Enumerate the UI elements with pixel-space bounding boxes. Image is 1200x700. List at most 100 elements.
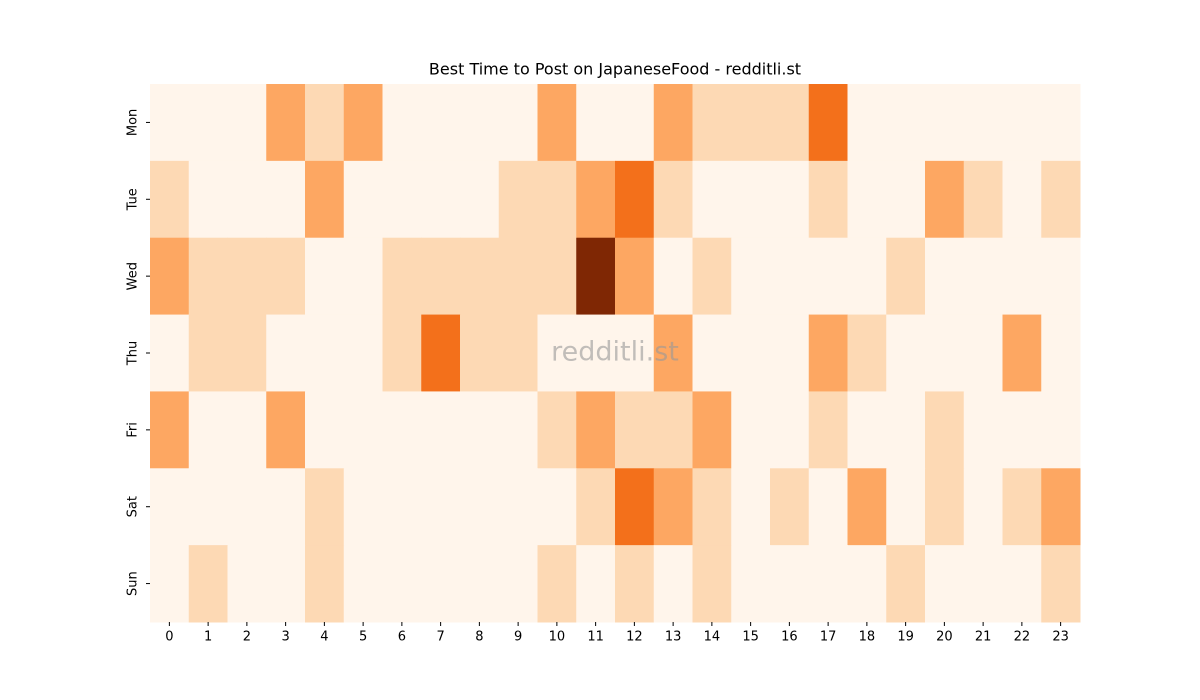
heat-cell <box>305 160 345 239</box>
heat-cell <box>692 468 732 546</box>
x-tick-label: 1 <box>204 630 212 645</box>
heat-cell <box>847 545 887 623</box>
heat-cell <box>886 545 926 623</box>
heat-cell <box>692 160 732 239</box>
heat-cell <box>305 237 345 316</box>
heat-cell <box>305 314 345 392</box>
heat-cell <box>653 84 693 162</box>
heat-cell <box>615 468 655 546</box>
heat-cell <box>963 545 1003 623</box>
heat-cell <box>731 468 771 546</box>
heat-cell <box>615 237 655 316</box>
heat-cell <box>770 160 810 239</box>
y-tick-label: Tue <box>126 188 141 211</box>
heat-cell <box>615 545 655 623</box>
heat-cell <box>460 545 500 623</box>
heat-cell <box>460 314 500 392</box>
heat-cell <box>305 84 345 162</box>
y-tick-label: Sat <box>126 496 141 517</box>
heat-cell <box>692 545 732 623</box>
heat-cell <box>343 237 383 316</box>
heat-cell <box>421 160 461 239</box>
heat-cell <box>692 84 732 162</box>
heat-cell <box>421 391 461 469</box>
x-tick-label: 19 <box>897 630 914 645</box>
x-tick-label: 0 <box>165 630 173 645</box>
heat-cell <box>925 391 965 469</box>
heat-cell <box>150 391 190 469</box>
x-tick-label: 10 <box>549 630 566 645</box>
heat-cell <box>343 468 383 546</box>
heat-cell <box>150 237 190 316</box>
heat-cell <box>343 314 383 392</box>
heat-cell <box>266 468 306 546</box>
heat-cell <box>808 468 848 546</box>
heat-cell <box>188 160 228 239</box>
heat-cell <box>1002 84 1042 162</box>
y-tick-label: Mon <box>126 109 141 136</box>
heat-cell <box>305 545 345 623</box>
heat-cell <box>150 545 190 623</box>
heat-cell <box>886 391 926 469</box>
heat-cell <box>692 314 732 392</box>
x-tick-label: 11 <box>587 630 604 645</box>
heat-cell <box>770 314 810 392</box>
heat-cell <box>1002 160 1042 239</box>
heat-cell <box>576 160 616 239</box>
heat-cell <box>382 84 422 162</box>
heat-cell <box>886 160 926 239</box>
heat-cell <box>227 160 267 239</box>
x-tick-label: 17 <box>820 630 837 645</box>
heat-cell <box>808 84 848 162</box>
heat-cell <box>421 468 461 546</box>
heat-cell <box>963 84 1003 162</box>
heat-cell <box>847 314 887 392</box>
heat-cell <box>615 314 655 392</box>
heat-cell <box>150 468 190 546</box>
heat-cell <box>266 160 306 239</box>
heat-cell <box>421 237 461 316</box>
heat-cell <box>1002 468 1042 546</box>
heat-cell <box>343 391 383 469</box>
heat-cell <box>886 468 926 546</box>
heat-cell <box>731 545 771 623</box>
heat-cell <box>537 391 577 469</box>
heat-cell <box>227 545 267 623</box>
heat-cell <box>847 84 887 162</box>
heat-cell <box>653 391 693 469</box>
heat-cell <box>731 314 771 392</box>
heat-cell <box>498 314 538 392</box>
x-tick-label: 5 <box>359 630 367 645</box>
heat-cell <box>963 237 1003 316</box>
heat-cell <box>382 160 422 239</box>
x-tick-label: 15 <box>742 630 759 645</box>
x-tick-label: 8 <box>475 630 483 645</box>
heat-cell <box>460 468 500 546</box>
heat-cell <box>460 237 500 316</box>
x-tick-label: 21 <box>975 630 992 645</box>
heat-cell <box>847 391 887 469</box>
heat-cell <box>886 84 926 162</box>
heat-cell <box>692 237 732 316</box>
x-tick-label: 4 <box>320 630 328 645</box>
chart-title: Best Time to Post on JapaneseFood - redd… <box>429 60 801 79</box>
heat-cell <box>227 314 267 392</box>
heat-cell <box>227 237 267 316</box>
heat-cell <box>343 545 383 623</box>
heat-cell <box>498 545 538 623</box>
y-tick-label: Sun <box>126 571 141 596</box>
x-tick-label: 18 <box>859 630 876 645</box>
heat-cell <box>576 84 616 162</box>
heat-cell <box>808 545 848 623</box>
heat-cell <box>150 84 190 162</box>
heat-cell <box>731 237 771 316</box>
heat-cell <box>382 314 422 392</box>
heat-cell <box>808 314 848 392</box>
heat-cell <box>731 84 771 162</box>
heat-cell <box>963 314 1003 392</box>
heat-cell <box>576 545 616 623</box>
y-tick-label: Wed <box>126 262 141 290</box>
watermark: redditli.st <box>551 337 679 368</box>
heat-cell <box>1002 391 1042 469</box>
